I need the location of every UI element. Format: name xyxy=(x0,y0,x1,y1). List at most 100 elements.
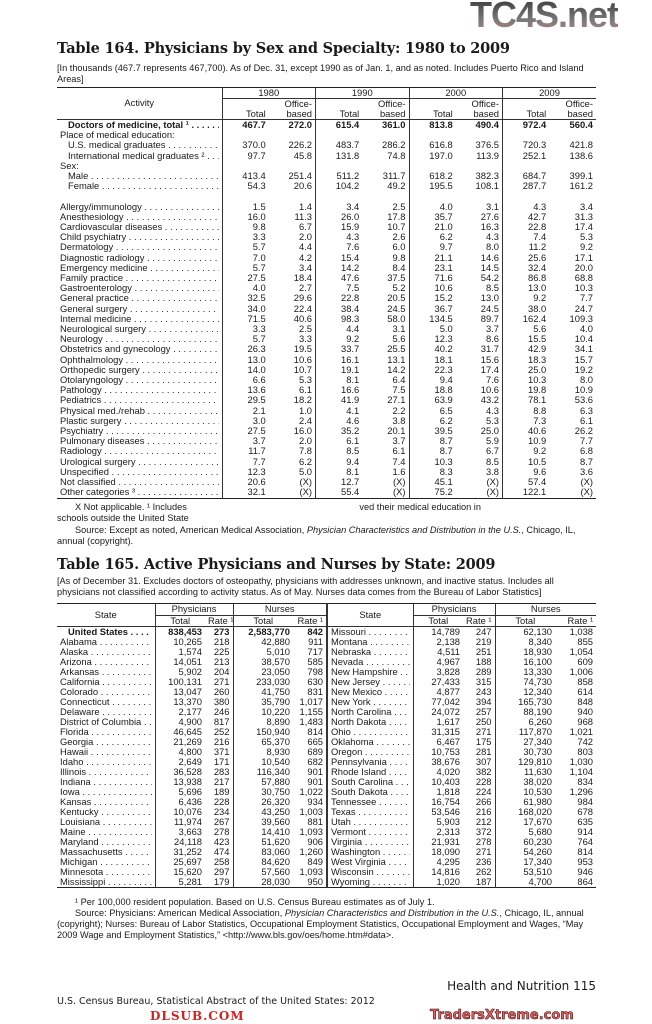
total-header: Total xyxy=(170,615,191,626)
total-value: 15,620 xyxy=(173,867,202,877)
rate-value: 848 xyxy=(577,697,594,707)
cell-value: 27.1 xyxy=(362,395,410,406)
cell-value: 131.8 xyxy=(335,150,360,161)
cell-value: 2.4 xyxy=(268,415,316,427)
state-name: Alaska xyxy=(60,647,89,657)
cell-value: 376.5 xyxy=(455,140,503,151)
cell-value: 10.7 xyxy=(268,364,316,376)
cell-value xyxy=(316,161,363,171)
cell-value xyxy=(222,191,269,201)
total-value: 5,903 xyxy=(436,817,461,827)
state-name: Hawaii xyxy=(60,747,89,757)
cell-value: 10.9 xyxy=(574,385,593,396)
rate-value: 216 xyxy=(463,807,496,817)
row-label: Cardiovascular diseases xyxy=(60,222,163,233)
total-value: 27,340 xyxy=(523,737,553,747)
cell-value: 17.1 xyxy=(574,252,593,263)
total-value: 10,265 xyxy=(173,637,202,647)
cell-value: 13.0 xyxy=(455,293,503,304)
state-name: North Carolina xyxy=(331,707,392,717)
state-name: Missouri xyxy=(331,627,366,637)
cell-value: 17.8 xyxy=(362,211,410,223)
table-164-title: Table 164. Physicians by Sex and Special… xyxy=(57,40,510,57)
state-name: Maryland xyxy=(60,837,99,847)
rate-value: 217 xyxy=(205,777,234,787)
cell-value: 26.3 xyxy=(247,344,266,355)
total-value: 10,076 xyxy=(173,807,202,817)
rate-value: 228 xyxy=(205,797,234,807)
cell-value: 40.6 xyxy=(268,313,316,325)
state-name: Louisiana xyxy=(60,817,101,827)
table-165-footnote: ¹ Per 100,000 resident population. Based… xyxy=(75,897,435,907)
table-165-source: Source: Physicians: American Medical Ass… xyxy=(57,908,584,940)
cell-value: 3.6 xyxy=(579,466,593,477)
total-value: 838,453 xyxy=(168,626,202,637)
cell-value: 195.5 xyxy=(429,181,453,192)
cell-value: (X) xyxy=(455,477,503,488)
row-label: Otolaryngology xyxy=(60,375,124,386)
total-value: 88,190 xyxy=(523,707,553,717)
table-row: Allergy/immunology1.51.43.42.54.03.14.33… xyxy=(57,201,596,212)
nurses-header: Nurses xyxy=(495,603,597,616)
total-value: 60,230 xyxy=(523,837,553,847)
cell-value: 6.0 xyxy=(362,242,410,253)
cell-value: 43.2 xyxy=(455,395,503,406)
rate-value: 250 xyxy=(463,717,496,727)
table-row: Ophthalmology 13.010.6 16.113.1 18.115.6 18.… xyxy=(57,354,596,365)
cell-value xyxy=(362,191,410,202)
rate-value: 834 xyxy=(577,777,594,787)
physicians-header: Physicians xyxy=(413,603,496,616)
rate-header: Rate ¹ xyxy=(205,615,234,627)
cell-value: 4.3 xyxy=(346,232,360,243)
cell-value xyxy=(503,191,550,201)
cell-value: 4.4 xyxy=(346,324,360,335)
cell-value: 8.3 xyxy=(439,466,453,477)
state-name: Colorado xyxy=(60,687,99,697)
cell-value: 272.0 xyxy=(268,119,316,131)
cell-value: 25.0 xyxy=(528,364,547,375)
rate-value: 1,054 xyxy=(569,647,594,657)
rate-value: 630 xyxy=(293,677,329,687)
state-name: Georgia xyxy=(60,737,94,747)
rate-value: 283 xyxy=(205,767,234,777)
row-label: Orthopedic surgery xyxy=(60,364,140,375)
rate-value: 798 xyxy=(293,667,329,677)
state-name: Indiana xyxy=(60,777,91,787)
rate-value: 187 xyxy=(463,877,496,888)
cell-value: 2.2 xyxy=(362,405,410,416)
cell-value: 25.5 xyxy=(362,344,410,355)
cell-value: 42.9 xyxy=(528,344,547,355)
state-name: Ohio xyxy=(331,727,351,737)
cell-value: 6.5 xyxy=(439,405,453,416)
watermark-tc4s: TC4S.net xyxy=(470,0,619,35)
cell-value: 5.3 xyxy=(579,232,593,243)
total-value: 57,880 xyxy=(261,777,290,787)
cell-value: 9.8 xyxy=(252,222,266,233)
cell-value: 45.8 xyxy=(268,150,316,161)
cell-value: 22.4 xyxy=(268,303,316,314)
table-165: State Physicians Nurses State Physicians… xyxy=(57,603,597,888)
cell-value: 3.3 xyxy=(268,334,316,345)
state-name: Virginia xyxy=(331,837,363,847)
cell-value: 9.4 xyxy=(346,456,360,467)
table-row: Not classified20.6(X)12.7(X)45.1(X)57.4(… xyxy=(57,477,596,488)
row-label: Doctors of medicine, total ¹ xyxy=(68,120,189,130)
cell-value: (X) xyxy=(580,487,594,498)
total-value: 13,330 xyxy=(523,667,553,677)
cell-value: 63.9 xyxy=(434,395,453,406)
cell-value: (X) xyxy=(268,477,316,488)
total-value: 2,649 xyxy=(178,757,202,767)
cell-value: 10.9 xyxy=(528,436,547,447)
cell-value: 7.7 xyxy=(252,456,266,467)
cell-value: 5.7 xyxy=(252,242,266,253)
table-row: International medical graduates ² 97.745.… xyxy=(57,150,596,161)
cell-value xyxy=(362,130,410,141)
state-name: New Jersey xyxy=(331,677,380,687)
rate-value: 742 xyxy=(577,737,594,747)
total-value: 11,630 xyxy=(524,767,553,777)
total-value: 1,574 xyxy=(178,647,202,657)
cell-value: 24.5 xyxy=(362,303,410,314)
cell-value: 20.1 xyxy=(362,426,410,437)
